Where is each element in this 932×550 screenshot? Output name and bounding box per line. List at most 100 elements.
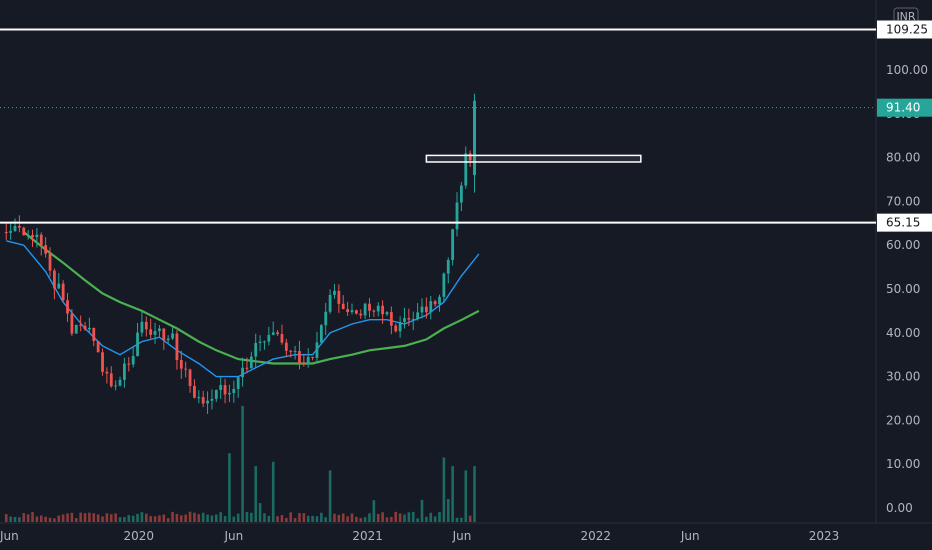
candle-body <box>223 385 227 395</box>
candle-body <box>473 107 477 176</box>
candle-body <box>109 373 113 387</box>
candle-body <box>394 325 398 332</box>
x-tick-label: 2020 <box>124 529 155 543</box>
candle-body <box>149 329 153 335</box>
volume-bar <box>298 513 301 522</box>
volume-bar <box>372 500 376 522</box>
candle-body <box>368 303 371 311</box>
volume-bar <box>123 517 126 522</box>
volume-bar <box>162 514 166 522</box>
candle-body <box>407 318 411 320</box>
candle-body <box>83 325 87 330</box>
volume-bar <box>66 513 69 522</box>
candle-body <box>354 310 358 314</box>
candle-body <box>403 318 406 322</box>
candle-body <box>271 332 275 335</box>
volume-bar <box>9 516 12 522</box>
volume-bar <box>407 512 411 522</box>
volume-bar <box>22 513 26 522</box>
candle-body <box>241 367 244 378</box>
volume-bar <box>315 516 319 522</box>
volume-bar <box>346 516 349 522</box>
volume-bar <box>333 513 336 522</box>
volume-bar <box>232 516 236 522</box>
candle-body <box>201 397 205 404</box>
volume-bar <box>241 405 244 522</box>
volume-bar <box>446 499 450 522</box>
y-tick-label: 20.00 <box>886 413 920 427</box>
candle-body <box>446 260 450 274</box>
candle-body <box>88 327 91 330</box>
level-price-label: 109.25 <box>886 22 928 36</box>
candle-body <box>376 305 380 312</box>
volume-bar <box>411 511 415 522</box>
candle-body <box>92 327 96 342</box>
candle-body <box>306 356 310 365</box>
candle-body <box>118 379 122 386</box>
candle-body <box>4 232 8 234</box>
volume-bar <box>13 516 17 522</box>
candle-body <box>284 342 288 351</box>
volume-bar <box>201 512 205 522</box>
volume-bar <box>376 513 380 522</box>
candle-body <box>381 305 385 315</box>
volume-bar <box>114 513 117 522</box>
volume-bar <box>398 513 402 522</box>
volume-bar <box>31 512 34 522</box>
candle-body <box>219 385 223 391</box>
candle-body <box>9 231 13 233</box>
volume-bar <box>153 516 157 522</box>
candle-body <box>144 321 148 330</box>
candle-body <box>289 350 293 352</box>
volume-bar <box>101 516 104 522</box>
volume-bar <box>416 518 419 522</box>
volume-bar <box>276 516 279 522</box>
candle-body <box>385 312 389 315</box>
candle-body <box>267 334 271 342</box>
volume-bar <box>350 513 354 522</box>
x-tick-label: Jun <box>223 529 243 543</box>
volume-bars <box>4 405 476 522</box>
currency-label: INR <box>896 10 915 23</box>
x-tick-label: 2021 <box>352 529 383 543</box>
volume-bar <box>184 514 187 522</box>
candle-body <box>123 363 126 380</box>
x-tick-label: 2023 <box>809 529 840 543</box>
candle-body <box>341 303 345 310</box>
candle-body <box>372 310 376 312</box>
volume-bar <box>210 515 214 522</box>
ema-fast-line <box>6 240 480 378</box>
candle-body <box>438 296 441 305</box>
candle-body <box>96 341 100 353</box>
candle-body <box>79 324 83 326</box>
volume-bar <box>245 511 249 522</box>
candle-body <box>131 356 135 365</box>
candle-body <box>389 312 393 326</box>
volume-bar <box>250 512 253 522</box>
candle-body <box>57 283 61 289</box>
volume-bar <box>197 514 201 522</box>
volume-bar <box>215 514 218 522</box>
volume-bar <box>4 514 8 522</box>
candle-body <box>411 319 415 321</box>
volume-bar <box>48 517 52 522</box>
volume-bar <box>158 515 161 522</box>
candle-body <box>459 185 463 203</box>
y-tick-label: 60.00 <box>886 238 920 252</box>
candle-body <box>455 202 459 230</box>
candle-body <box>258 341 262 343</box>
volume-bar <box>127 515 131 522</box>
candle-body <box>39 234 43 246</box>
volume-bar <box>433 516 437 522</box>
volume-bar <box>363 517 367 522</box>
volume-bar <box>144 513 148 522</box>
y-tick-label: 80.00 <box>886 151 920 165</box>
volume-bar <box>337 514 341 522</box>
volume-bar <box>61 514 65 522</box>
volume-bar <box>180 515 183 522</box>
volume-bar <box>74 518 78 522</box>
candle-body <box>70 313 74 334</box>
candle-body <box>158 328 161 332</box>
candle-body <box>136 332 139 357</box>
